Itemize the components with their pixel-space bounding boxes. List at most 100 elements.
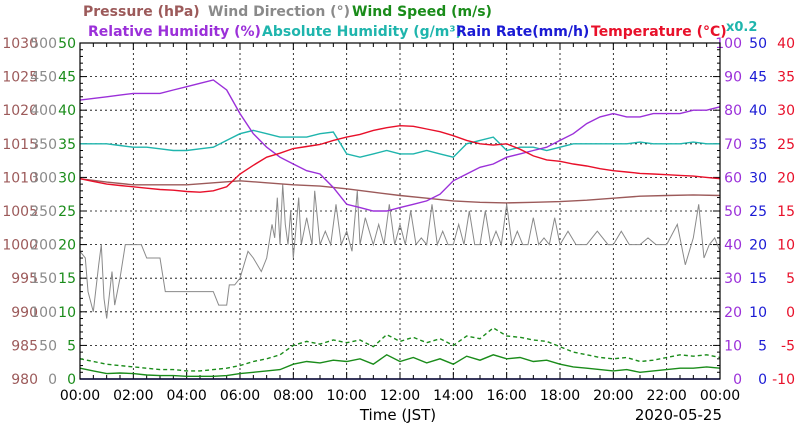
legend-entry: Wind Direction (°) <box>208 4 350 20</box>
tick-label-speed: 35 <box>58 137 76 153</box>
x-tick-label: 06:00 <box>220 388 260 404</box>
tick-label-direction: 400 <box>30 103 57 119</box>
tick-label-direction: 100 <box>30 305 57 321</box>
tick-label-temperature: 5 <box>786 271 795 287</box>
tick-label-direction: 0 <box>48 372 57 388</box>
tick-label-rain: 50 <box>749 36 767 52</box>
tick-label-humidity: 90 <box>724 70 742 86</box>
tick-label-temperature: 20 <box>777 170 795 186</box>
legend-entry: Absolute Humidity (g/m³) <box>262 24 462 40</box>
tick-label-rain: 25 <box>749 204 767 220</box>
tick-label-direction: 450 <box>30 70 57 86</box>
tick-label-direction: 300 <box>30 170 57 186</box>
x-tick-label: 08:00 <box>273 388 313 404</box>
tick-label-temperature: 35 <box>777 70 795 86</box>
tick-label-direction: 500 <box>30 36 57 52</box>
series-line <box>80 129 720 158</box>
x-tick-label: 10:00 <box>326 388 366 404</box>
tick-label-temperature: 10 <box>777 238 795 254</box>
tick-label-speed: 0 <box>67 372 76 388</box>
tick-label-pressure: 1015 <box>2 137 38 153</box>
series <box>79 79 721 380</box>
tick-label-speed: 40 <box>58 103 76 119</box>
tick-label-humidity: 60 <box>724 170 742 186</box>
tick-label-humidity: 20 <box>724 305 742 321</box>
tick-label-speed: 45 <box>58 70 76 86</box>
legend-note: x0.2 <box>726 20 757 35</box>
tick-label-speed: 10 <box>58 305 76 321</box>
tick-label-rain: 40 <box>749 103 767 119</box>
x-tick-label: 20:00 <box>593 388 633 404</box>
tick-label-pressure: 980 <box>11 372 38 388</box>
tick-label-rain: 10 <box>749 305 767 321</box>
legend: Pressure (hPa) Wind Direction (°) Wind Spe… <box>83 4 757 40</box>
date-label: 2020-05-25 <box>635 406 722 424</box>
x-tick-label: 16:00 <box>486 388 526 404</box>
tick-label-pressure: 1000 <box>2 238 38 254</box>
tick-label-rain: 20 <box>749 238 767 254</box>
tick-label-rain: 5 <box>758 338 767 354</box>
x-tick-label: 00:00 <box>700 388 740 404</box>
tick-label-pressure: 1005 <box>2 204 38 220</box>
tick-label-temperature: 40 <box>777 36 795 52</box>
tick-label-pressure: 1030 <box>2 36 38 52</box>
x-tick-label: 00:00 <box>60 388 100 404</box>
tick-label-humidity: 40 <box>724 238 742 254</box>
x-tick-label: 22:00 <box>646 388 686 404</box>
legend-entry: Pressure (hPa) <box>83 4 200 20</box>
tick-label-direction: 350 <box>30 137 57 153</box>
tick-label-rain: 30 <box>749 170 767 186</box>
x-tick-label: 12:00 <box>380 388 420 404</box>
tick-label-speed: 20 <box>58 238 76 254</box>
tick-label-rain: 15 <box>749 271 767 287</box>
tick-label-temperature: -10 <box>772 372 795 388</box>
plot-frame <box>79 42 721 380</box>
legend-entry: Wind Speed (m/s) <box>352 4 492 20</box>
tick-label-temperature: 25 <box>777 137 795 153</box>
tick-label-pressure: 995 <box>11 271 38 287</box>
tick-label-humidity: 100 <box>715 36 742 52</box>
tick-label-temperature: -5 <box>781 338 795 354</box>
tick-label-direction: 200 <box>30 238 57 254</box>
legend-entry: Rain Rate(mm/h) <box>456 24 589 40</box>
right-axes: 0 10 20 30 40 50 60 70 80 90 100 0 5 10 15 20 25 30 35 40 45… <box>715 36 795 388</box>
series-line <box>79 327 721 372</box>
tick-label-speed: 15 <box>58 271 76 287</box>
left-axes: 9809859909951000100510101015102010251030… <box>2 36 76 388</box>
series-line <box>79 184 721 319</box>
x-tick-label: 14:00 <box>433 388 473 404</box>
tick-label-rain: 45 <box>749 70 767 86</box>
x-tick-label: 02:00 <box>113 388 153 404</box>
tick-label-pressure: 985 <box>11 338 38 354</box>
tick-label-pressure: 1010 <box>2 170 38 186</box>
tick-label-pressure: 990 <box>11 305 38 321</box>
tick-label-temperature: 30 <box>777 103 795 119</box>
tick-label-humidity: 50 <box>724 204 742 220</box>
legend-entry: Relative Humidity (%) <box>88 24 261 40</box>
x-axis: 00:00 02:00 04:00 06:00 08:00 10:00 12:00 14:00… <box>60 388 740 404</box>
x-tick-label: 04:00 <box>166 388 206 404</box>
tick-label-direction: 250 <box>30 204 57 220</box>
tick-label-humidity: 70 <box>724 137 742 153</box>
series-line <box>79 178 721 204</box>
grid <box>79 42 721 380</box>
tick-label-temperature: 15 <box>777 204 795 220</box>
tick-label-pressure: 1025 <box>2 70 38 86</box>
tick-label-direction: 50 <box>39 338 57 354</box>
tick-label-humidity: 10 <box>724 338 742 354</box>
tick-label-humidity: 80 <box>724 103 742 119</box>
tick-label-pressure: 1020 <box>2 103 38 119</box>
tick-label-speed: 50 <box>58 36 76 52</box>
series-line <box>79 79 721 212</box>
series-line <box>79 353 721 377</box>
x-axis-label: Time (JST) <box>359 406 436 424</box>
tick-label-speed: 5 <box>67 338 76 354</box>
x-tick-label: 18:00 <box>540 388 580 404</box>
tick-label-speed: 25 <box>58 204 76 220</box>
tick-label-direction: 150 <box>30 271 57 287</box>
tick-label-temperature: 0 <box>786 305 795 321</box>
tick-label-humidity: 30 <box>724 271 742 287</box>
tick-label-humidity: 0 <box>733 372 742 388</box>
legend-entry: Temperature (°C) <box>591 24 727 40</box>
